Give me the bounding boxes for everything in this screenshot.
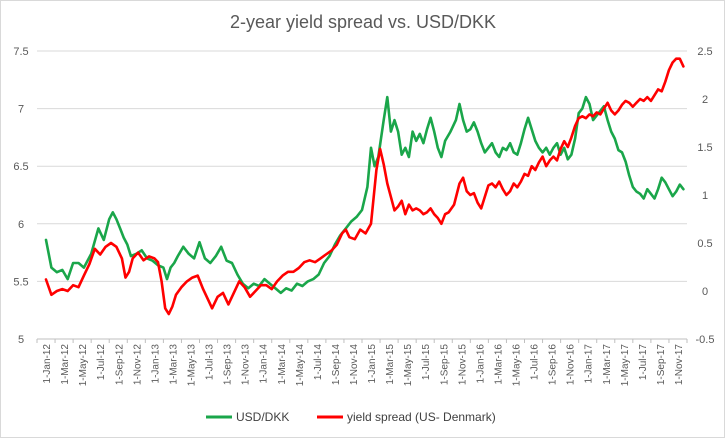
chart-title: 2-year yield spread vs. USD/DKK [230, 12, 496, 32]
x-axis-tick-label: 1-May-14 [295, 344, 306, 387]
x-axis-tick-label: 1-Nov-13 [241, 344, 252, 386]
legend: USD/DKK yield spread (US- Denmark) [206, 410, 496, 424]
left-axis-tick-label: 7 [18, 104, 24, 116]
x-axis-ticks: 1-Jan-12 1-Mar-12 1-May-12 1-Jul-12 1-Sep-12… [36, 339, 688, 387]
x-axis-tick-label: 1-Mar-16 [493, 344, 504, 385]
left-axis-tick-label: 5 [18, 334, 24, 346]
x-axis-tick-label: 1-Mar-17 [602, 344, 613, 385]
right-axis-ticks: -0.5 0 0.5 1 1.5 2 2.5 [696, 46, 715, 346]
x-axis-tick-label: 1-Nov-15 [457, 344, 468, 386]
legend-label-yield-spread: yield spread (US- Denmark) [347, 410, 496, 424]
x-axis-tick-label: 1-Jul-15 [421, 344, 432, 381]
legend-label-usd-dkk: USD/DKK [236, 410, 289, 424]
series-lines [44, 57, 685, 316]
x-axis-tick-label: 1-Mar-15 [385, 344, 396, 385]
x-axis-tick-label: 1-May-17 [620, 344, 631, 387]
gridlines [37, 50, 687, 340]
left-axis-tick-label: 7.5 [13, 46, 28, 58]
x-axis-tick-label: 1-Jan-16 [475, 344, 486, 384]
x-axis-tick-label: 1-Jul-12 [96, 344, 107, 381]
x-axis-tick-label: 1-May-16 [511, 344, 522, 387]
x-axis-tick-label: 1-Jul-17 [638, 344, 649, 381]
x-axis-tick-label: 1-Mar-14 [277, 344, 288, 385]
left-axis-tick-label: 5.5 [13, 276, 28, 288]
right-axis-tick-label: -0.5 [696, 334, 715, 346]
x-axis-tick-label: 1-Nov-17 [674, 344, 685, 386]
x-axis-tick-label: 1-Sep-14 [331, 344, 342, 386]
right-axis-tick-label: 0 [702, 286, 708, 298]
right-axis-tick-label: 2.5 [697, 46, 712, 58]
left-axis-tick-label: 6 [18, 219, 24, 231]
x-axis-tick-label: 1-Jan-15 [367, 344, 378, 384]
x-axis-tick-label: 1-Jul-14 [313, 344, 324, 381]
x-axis-tick-label: 1-May-12 [78, 344, 89, 387]
x-axis-tick-label: 1-Nov-14 [349, 344, 360, 386]
x-axis-tick-label: 1-Jan-17 [584, 344, 595, 384]
right-axis-tick-label: 1 [702, 190, 708, 202]
right-axis-tick-label: 0.5 [697, 238, 712, 250]
x-axis-tick-label: 1-Sep-16 [548, 344, 559, 386]
x-axis-tick-label: 1-Jan-14 [259, 344, 270, 384]
x-axis-tick-label: 1-Jan-12 [42, 344, 53, 384]
x-axis-tick-label: 1-Jan-13 [150, 344, 161, 384]
x-axis-tick-label: 1-May-13 [186, 344, 197, 387]
x-axis-tick-label: 1-Nov-12 [132, 344, 143, 386]
left-axis-tick-label: 6.5 [13, 161, 28, 173]
right-axis-tick-label: 2 [702, 94, 708, 106]
x-axis-tick-label: 1-Jul-13 [205, 344, 216, 381]
x-axis-tick-label: 1-Jul-16 [530, 344, 541, 381]
left-axis-ticks: 5 5.5 6 6.5 7 7.5 [13, 46, 28, 346]
series-line-yield-spread [44, 57, 685, 316]
x-axis-tick-label: 1-Mar-12 [60, 344, 71, 385]
x-axis-tick-label: 1-Sep-13 [223, 344, 234, 386]
x-axis-tick-label: 1-Nov-16 [566, 344, 577, 386]
right-axis-tick-label: 1.5 [697, 142, 712, 154]
x-axis-tick-label: 1-Mar-13 [168, 344, 179, 385]
x-axis-tick-label: 1-May-15 [403, 344, 414, 387]
x-axis-tick-label: 1-Sep-17 [656, 344, 667, 386]
x-axis-tick-label: 1-Sep-15 [439, 344, 450, 386]
x-axis-tick-label: 1-Sep-12 [114, 344, 125, 386]
series-line-usd-dkk [44, 95, 685, 295]
